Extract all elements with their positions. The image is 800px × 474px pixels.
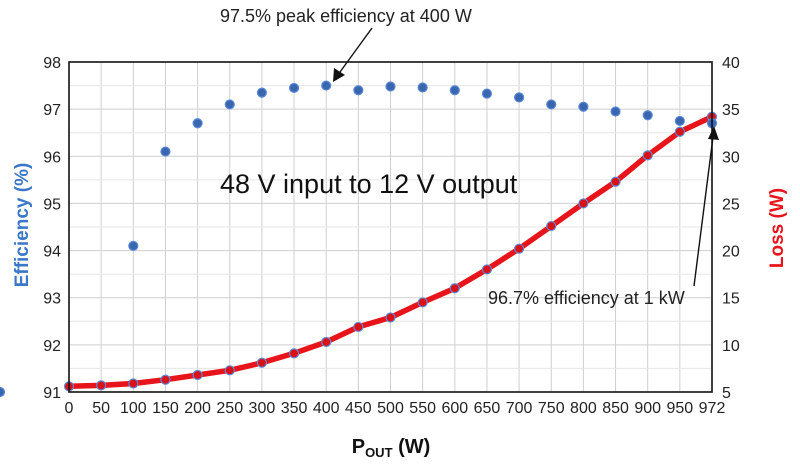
peak-arrow-head: [333, 68, 345, 82]
loss-point: [546, 220, 557, 232]
left-tick-label: 94: [43, 244, 61, 261]
efficiency-point: [481, 88, 493, 99]
right-tick-label: 30: [722, 149, 740, 166]
efficiency-point: [417, 82, 428, 93]
x-axis-label-unit: (W): [393, 436, 431, 458]
loss-point: [128, 378, 139, 389]
loss-point: [256, 357, 267, 368]
left-tick-label: 96: [43, 149, 61, 166]
x-tick-label: 500: [377, 400, 404, 417]
left-tick-label: 91: [43, 385, 61, 402]
loss-point: [224, 365, 235, 376]
x-tick-label: 300: [249, 400, 276, 417]
right-tick-label: 20: [722, 244, 740, 261]
loss-point: [642, 150, 653, 161]
right-tick-label: 10: [722, 338, 740, 355]
x-tick-label: 100: [120, 400, 147, 417]
efficiency-point: [610, 106, 621, 117]
x-tick-label: 600: [441, 400, 468, 417]
left-tick-label: 98: [43, 55, 61, 72]
x-tick-label: 400: [313, 400, 340, 417]
right-tick-label: 40: [722, 55, 740, 72]
x-tick-label: 650: [474, 400, 501, 417]
loss-point: [674, 126, 685, 137]
right-axis-label: Loss (W): [767, 188, 788, 268]
efficiency-point: [449, 85, 460, 96]
plot-frame: [68, 61, 713, 393]
efficiency-point: [160, 146, 171, 157]
peak-annotation: 97.5% peak efficiency at 400 W: [220, 6, 472, 26]
x-tick-label: 150: [152, 400, 179, 417]
right-tick-label: 25: [722, 196, 740, 213]
x-tick-label: 350: [281, 400, 308, 417]
efficiency-point: [256, 87, 267, 98]
efficiency-point: [546, 99, 557, 110]
loss-point: [417, 297, 428, 308]
left-axis-label: Efficiency (%): [12, 163, 33, 288]
right-axis-ticks: 5 10 15 20 25 30 35 40: [722, 55, 740, 402]
x-tick-label: 550: [409, 400, 436, 417]
right-tick-label: 35: [722, 102, 740, 119]
efficiency-point: [513, 92, 525, 103]
loss-point: [288, 348, 300, 359]
efficiency-point: [674, 115, 685, 127]
efficiency-point: [0, 386, 6, 398]
loss-point: [578, 198, 589, 209]
right-tick-label: 5: [722, 385, 731, 402]
x-tick-label: 200: [184, 400, 211, 417]
x-tick-label: 850: [602, 400, 629, 417]
x-tick-label: 700: [506, 400, 533, 417]
loss-point: [449, 283, 460, 294]
series-group: [0, 80, 718, 398]
peak-arrow-line: [339, 27, 373, 73]
left-tick-label: 93: [43, 291, 61, 308]
loss-point: [481, 264, 493, 275]
efficiency-point: [385, 81, 396, 92]
x-axis-label-sub: OUT: [365, 445, 393, 460]
loss-point: [513, 243, 525, 254]
efficiency-point: [321, 80, 332, 91]
x-tick-label: 450: [345, 400, 372, 417]
loss-point: [385, 312, 396, 323]
inner-annotation: 48 V input to 12 V output: [220, 169, 518, 199]
end-arrow-head: [708, 126, 719, 140]
left-tick-label: 92: [43, 338, 61, 355]
loss-point: [610, 176, 621, 187]
left-axis-ticks: 91 92 93 94 95 96 97 98: [43, 55, 61, 402]
right-tick-label: 15: [722, 291, 740, 308]
x-tick-label: 750: [538, 400, 565, 417]
efficiency-point: [578, 101, 589, 112]
loss-point: [321, 336, 332, 348]
left-tick-label: 95: [43, 196, 61, 213]
end-arrow-line: [693, 136, 714, 287]
efficiency-point: [642, 110, 653, 121]
loss-point: [353, 321, 364, 333]
efficiency-point: [288, 82, 300, 94]
x-tick-label: 250: [216, 400, 243, 417]
efficiency-point: [128, 240, 139, 251]
efficiency-point: [192, 118, 203, 129]
x-tick-label: 800: [570, 400, 597, 417]
left-tick-label: 97: [43, 102, 61, 119]
x-tick-label: 50: [92, 400, 110, 417]
loss-point: [192, 369, 203, 381]
loss-point: [160, 374, 171, 385]
efficiency-point: [224, 99, 235, 110]
loss-point: [96, 380, 107, 391]
x-axis-label-main: P: [352, 436, 365, 458]
x-tick-label: 900: [634, 400, 661, 417]
x-tick-label: 950: [666, 400, 693, 417]
x-tick-label: 972: [699, 400, 726, 417]
end-annotation: 96.7% efficiency at 1 kW: [488, 288, 685, 308]
x-axis-label: POUT (W): [352, 436, 431, 460]
efficiency-point: [353, 85, 364, 96]
x-tick-label: 0: [65, 400, 74, 417]
x-axis-ticks: 0 50 100 150 200 250 300 350 400 450 500 550 600 650 7…: [65, 400, 726, 417]
